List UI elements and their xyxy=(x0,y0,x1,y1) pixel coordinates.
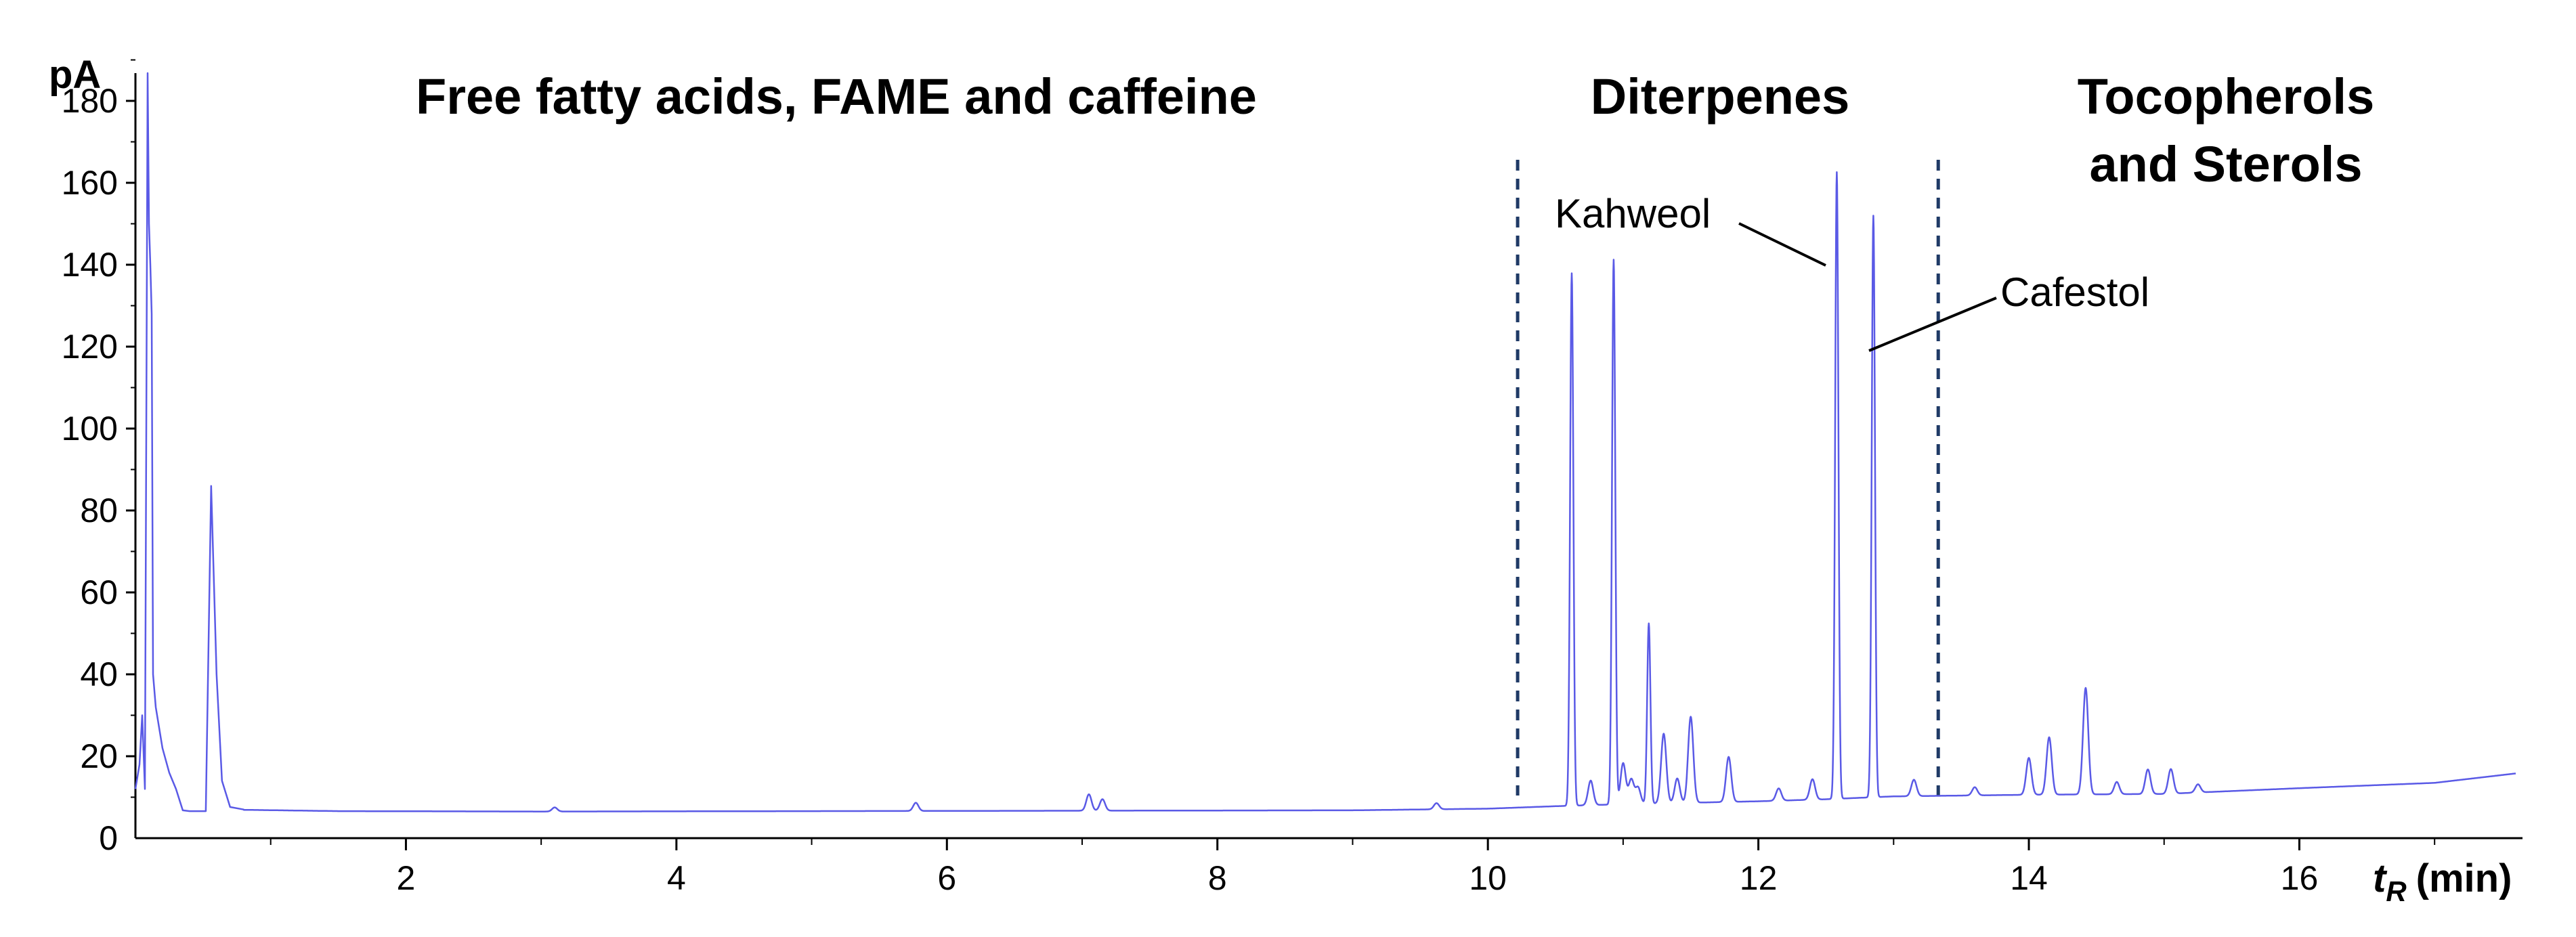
region-label-fatty-acids: Free fatty acids, FAME and caffeine xyxy=(416,68,1257,125)
y-tick-label: 0 xyxy=(99,819,118,857)
region-label-diterpenes: Diterpenes xyxy=(1591,68,1849,125)
y-tick-label: 20 xyxy=(80,737,118,775)
chromatogram-trace xyxy=(134,72,2516,812)
x-axis-ticks: 2 4 6 8 10 12 14 16 xyxy=(270,838,2436,897)
x-axis-label: tR (min) xyxy=(2373,856,2512,907)
x-axis-label-symbol: t xyxy=(2373,856,2388,900)
cafestol-label: Cafestol xyxy=(2000,269,2149,315)
region-label-sterols: and Sterols xyxy=(2090,136,2363,192)
x-tick-label: 8 xyxy=(1208,859,1227,897)
region-label-tocopherols: Tocopherols xyxy=(2078,68,2375,125)
y-tick-label: 120 xyxy=(62,328,118,366)
x-tick-label: 12 xyxy=(1740,859,1778,897)
x-tick-label: 6 xyxy=(937,859,956,897)
x-tick-label: 16 xyxy=(2281,859,2319,897)
y-tick-label: 80 xyxy=(80,492,118,529)
kahweol-leader-line xyxy=(1738,222,1826,267)
x-tick-label: 14 xyxy=(2010,859,2048,897)
cafestol-leader-line xyxy=(1868,297,1997,352)
y-tick-label: 40 xyxy=(80,655,118,693)
y-tick-label: 100 xyxy=(62,410,118,448)
kahweol-label: Kahweol xyxy=(1555,191,1711,236)
y-axis-label: pA xyxy=(49,53,101,97)
x-tick-label: 4 xyxy=(667,859,686,897)
x-axis-label-subscript: R xyxy=(2386,875,2407,907)
y-tick-label: 60 xyxy=(80,573,118,611)
y-tick-label: 160 xyxy=(62,164,118,202)
x-tick-label: 10 xyxy=(1469,859,1507,897)
y-tick-label: 180 xyxy=(62,82,118,120)
y-axis-ticks: 0 20 40 60 80 100 120 140 160 180 xyxy=(62,59,135,857)
y-tick-label: 140 xyxy=(62,246,118,284)
x-axis-label-unit: (min) xyxy=(2416,856,2512,900)
x-tick-label: 2 xyxy=(397,859,416,897)
